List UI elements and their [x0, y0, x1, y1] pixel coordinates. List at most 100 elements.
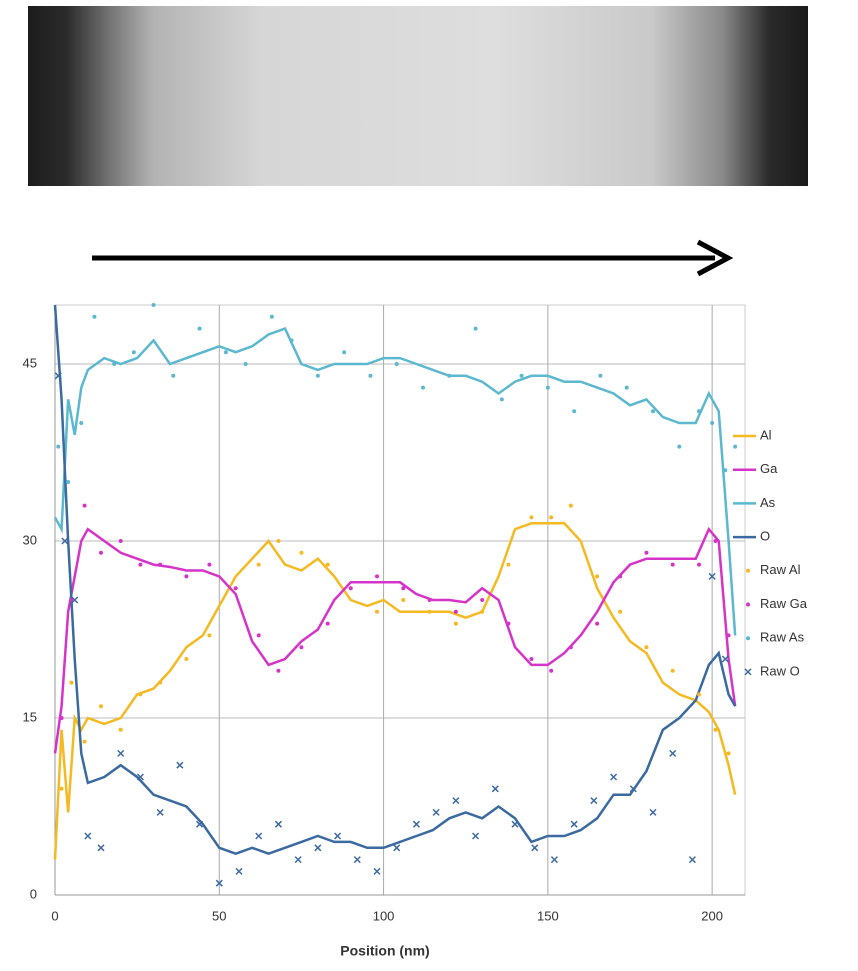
raw-point: [447, 374, 451, 378]
raw-point: [99, 704, 103, 708]
raw-point: [92, 315, 96, 319]
raw-point: [644, 645, 648, 649]
raw-point: [56, 445, 60, 449]
raw-point: [299, 645, 303, 649]
raw-point: [506, 622, 510, 626]
raw-point: [500, 397, 504, 401]
raw-point: [549, 669, 553, 673]
legend-swatch: [746, 636, 750, 640]
x-axis-label: Position (nm): [340, 943, 429, 959]
figure: Position (nm) 0153045050100150200AlGaAsO…: [0, 0, 858, 966]
raw-point: [60, 716, 64, 720]
raw-point: [697, 692, 701, 696]
raw-point: [276, 669, 280, 673]
raw-point: [244, 362, 248, 366]
raw-point: [710, 421, 714, 425]
raw-point: [492, 786, 498, 792]
legend-label: Raw Ga: [760, 596, 808, 611]
raw-point: [316, 374, 320, 378]
series-line: [55, 305, 735, 854]
raw-point: [611, 774, 617, 780]
raw-point: [119, 728, 123, 732]
raw-point: [158, 563, 162, 567]
x-tick-label: 100: [373, 908, 395, 923]
legend-label: O: [760, 529, 770, 544]
raw-point: [256, 833, 262, 839]
raw-point: [326, 563, 330, 567]
raw-point: [697, 563, 701, 567]
raw-point: [618, 610, 622, 614]
raw-point: [671, 669, 675, 673]
raw-point: [677, 445, 681, 449]
raw-point: [733, 445, 737, 449]
raw-point: [506, 563, 510, 567]
raw-point: [138, 692, 142, 696]
raw-point: [79, 421, 83, 425]
raw-point: [99, 551, 103, 555]
raw-point: [394, 845, 400, 851]
y-tick-label: 30: [23, 532, 37, 547]
raw-point: [595, 574, 599, 578]
raw-point: [591, 798, 597, 804]
raw-point: [224, 350, 228, 354]
raw-point: [152, 303, 156, 307]
raw-point: [158, 681, 162, 685]
raw-point: [670, 750, 676, 756]
raw-point: [290, 338, 294, 342]
raw-point: [723, 468, 727, 472]
raw-point: [374, 868, 380, 874]
raw-point: [85, 833, 91, 839]
raw-point: [512, 821, 518, 827]
raw-point: [275, 821, 281, 827]
raw-point: [66, 480, 70, 484]
micrograph-strip: [28, 6, 808, 186]
legend-swatch: [745, 669, 751, 675]
raw-point: [315, 845, 321, 851]
raw-point: [713, 728, 717, 732]
raw-point: [428, 598, 432, 602]
raw-point: [295, 857, 301, 863]
raw-point: [473, 833, 479, 839]
raw-point: [474, 327, 478, 331]
raw-point: [520, 374, 524, 378]
y-tick-label: 0: [30, 886, 37, 901]
raw-point: [184, 574, 188, 578]
raw-point: [598, 374, 602, 378]
raw-point: [375, 574, 379, 578]
series-line: [55, 523, 735, 859]
raw-point: [727, 751, 731, 755]
raw-point: [335, 833, 341, 839]
raw-point: [453, 798, 459, 804]
legend-label: As: [760, 495, 776, 510]
plot-area: [55, 305, 745, 895]
raw-point: [713, 539, 717, 543]
raw-point: [207, 633, 211, 637]
legend-label: Ga: [760, 461, 778, 476]
y-tick-label: 45: [23, 355, 37, 370]
raw-point: [571, 821, 577, 827]
raw-point: [60, 787, 64, 791]
raw-point: [529, 515, 533, 519]
series-line: [55, 329, 735, 636]
raw-point: [395, 362, 399, 366]
raw-point: [83, 504, 87, 508]
raw-point: [625, 386, 629, 390]
raw-point: [572, 409, 576, 413]
raw-point: [299, 551, 303, 555]
raw-point: [234, 586, 238, 590]
raw-point: [83, 740, 87, 744]
raw-point: [157, 809, 163, 815]
raw-point: [119, 539, 123, 543]
x-tick-label: 0: [51, 908, 58, 923]
raw-point: [618, 574, 622, 578]
raw-point: [480, 598, 484, 602]
raw-point: [132, 350, 136, 354]
x-tick-label: 200: [701, 908, 723, 923]
raw-point: [651, 409, 655, 413]
raw-point: [421, 386, 425, 390]
raw-point: [401, 586, 405, 590]
raw-point: [326, 622, 330, 626]
raw-point: [236, 868, 242, 874]
raw-point: [207, 563, 211, 567]
y-tick-label: 15: [23, 709, 37, 724]
